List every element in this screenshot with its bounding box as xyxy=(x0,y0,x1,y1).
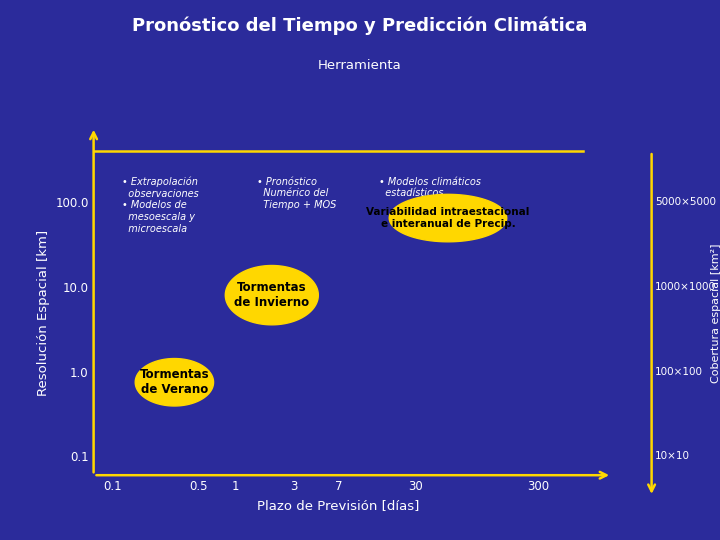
Text: 1000×1000: 1000×1000 xyxy=(655,282,716,292)
Text: 10×10: 10×10 xyxy=(655,451,690,461)
X-axis label: Plazo de Previsión [días]: Plazo de Previsión [días] xyxy=(257,498,420,511)
Text: • Extrapolación
  observaciones
• Modelos de
  mesoescala y
  microescala: • Extrapolación observaciones • Modelos … xyxy=(122,177,199,234)
Text: Pronóstico del Tiempo y Predicción Climática: Pronóstico del Tiempo y Predicción Climá… xyxy=(132,16,588,35)
Text: • Modelos climáticos
  estadísticos: • Modelos climáticos estadísticos xyxy=(379,177,481,198)
Text: Cobertura espacial [km²]: Cobertura espacial [km²] xyxy=(711,244,720,383)
Text: Tormentas
de Invierno: Tormentas de Invierno xyxy=(234,281,310,309)
Text: • Pronóstico
  Numérico del
  Tiempo + MOS: • Pronóstico Numérico del Tiempo + MOS xyxy=(256,177,336,210)
Text: Variabilidad intraestacional
e interanual de Precip.: Variabilidad intraestacional e interanua… xyxy=(366,207,530,229)
Text: Herramienta: Herramienta xyxy=(318,59,402,72)
Text: Tormentas
de Verano: Tormentas de Verano xyxy=(140,368,210,396)
Polygon shape xyxy=(225,266,318,325)
Y-axis label: Resolución Espacial [km]: Resolución Espacial [km] xyxy=(37,230,50,396)
Text: 5000×5000: 5000×5000 xyxy=(655,197,716,207)
Polygon shape xyxy=(135,359,214,406)
Text: 100×100: 100×100 xyxy=(655,367,703,377)
Polygon shape xyxy=(390,194,507,242)
